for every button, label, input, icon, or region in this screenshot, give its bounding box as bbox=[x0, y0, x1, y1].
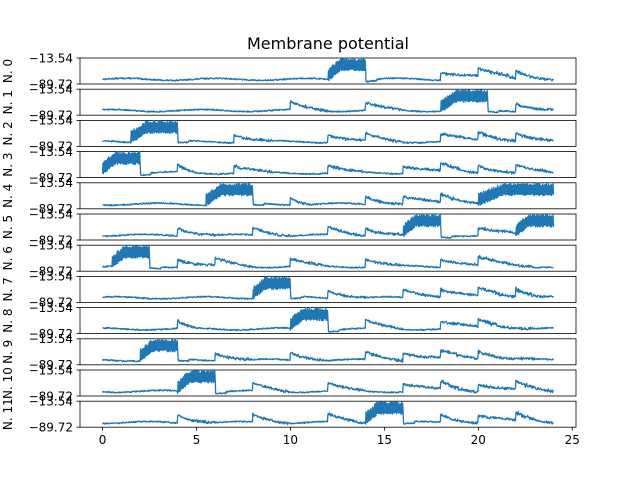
y-axis-label: N. 10 bbox=[1, 367, 15, 399]
y-tick-label: −89.72 bbox=[29, 109, 73, 123]
x-tick-label: 25 bbox=[565, 433, 580, 447]
y-axis-label: N. 4 bbox=[1, 184, 15, 208]
x-tick-label: 20 bbox=[471, 433, 486, 447]
y-axis-label: N. 9 bbox=[1, 340, 15, 364]
trace-4 bbox=[102, 182, 555, 207]
y-tick-label: −13.54 bbox=[29, 332, 73, 346]
panel-7: −13.54 −89.72 N. 7 bbox=[1, 270, 577, 310]
x-tick-label: 5 bbox=[193, 433, 201, 447]
trace-5 bbox=[102, 213, 555, 239]
panel-4: −13.54 −89.72 N. 4 bbox=[1, 176, 577, 216]
panels: −13.54−89.72N. 0−13.54−89.72N. 1−13.54−8… bbox=[1, 51, 580, 447]
y-axis-label: N. 1 bbox=[1, 90, 15, 114]
trace-9 bbox=[101, 338, 555, 363]
y-tick-label: −13.54 bbox=[29, 176, 73, 190]
trace-0 bbox=[102, 57, 554, 83]
x-tick-label: 0 bbox=[99, 433, 107, 447]
y-tick-label: −89.72 bbox=[29, 140, 73, 154]
y-tick-label: −13.54 bbox=[29, 83, 73, 97]
trace-6 bbox=[101, 244, 554, 270]
y-tick-label: −89.72 bbox=[29, 202, 73, 216]
y-tick-label: −89.72 bbox=[29, 389, 73, 403]
y-tick-label: −89.72 bbox=[29, 358, 73, 372]
y-tick-label: −89.72 bbox=[29, 233, 73, 247]
panel-5: −13.54 −89.72 N. 5 bbox=[1, 207, 577, 247]
y-axis-label: N. 3 bbox=[1, 152, 15, 176]
y-axis-label: N. 8 bbox=[1, 308, 15, 332]
y-tick-label: −13.54 bbox=[29, 145, 73, 159]
trace-1 bbox=[102, 88, 554, 114]
trace-7 bbox=[102, 276, 555, 301]
y-axis-label: N. 11 bbox=[1, 398, 15, 430]
panel-6: −13.54 −89.72 N. 6 bbox=[1, 239, 577, 279]
trace-2 bbox=[102, 120, 554, 145]
y-tick-label: −13.54 bbox=[29, 207, 73, 221]
y-tick-label: −89.72 bbox=[29, 296, 73, 310]
y-tick-label: −13.54 bbox=[29, 395, 73, 409]
x-tick-label: 15 bbox=[377, 433, 392, 447]
y-axis-label: N. 2 bbox=[1, 121, 15, 145]
y-axis-label: N. 7 bbox=[1, 277, 15, 301]
y-axis-label: N. 0 bbox=[1, 59, 15, 83]
y-tick-label: −13.54 bbox=[29, 363, 73, 377]
y-axis-label: N. 6 bbox=[1, 246, 15, 270]
y-tick-label: −89.72 bbox=[29, 421, 73, 435]
chart-title: Membrane potential bbox=[247, 34, 409, 53]
panel-8: −13.54 −89.72 N. 8 bbox=[1, 301, 577, 341]
trace-8 bbox=[102, 307, 554, 333]
panel-9: −13.54 −89.72 N. 9 bbox=[1, 332, 577, 372]
y-tick-label: −89.72 bbox=[29, 265, 73, 279]
y-tick-label: −89.72 bbox=[29, 327, 73, 341]
panel-0: −13.54 −89.72 N. 0 bbox=[1, 51, 577, 91]
y-tick-label: −13.54 bbox=[29, 270, 73, 284]
trace-3 bbox=[101, 151, 554, 177]
y-tick-label: −13.54 bbox=[29, 301, 73, 315]
y-tick-label: −89.72 bbox=[29, 77, 73, 91]
y-tick-label: −13.54 bbox=[29, 51, 73, 65]
panel-10: −13.54 −89.72 N. 10 bbox=[1, 363, 577, 403]
y-tick-label: −89.72 bbox=[29, 171, 73, 185]
panel-11: −13.54 −89.72 N. 11 bbox=[1, 395, 577, 435]
trace-10 bbox=[101, 369, 555, 395]
x-tick-label: 10 bbox=[283, 433, 298, 447]
y-tick-label: −13.54 bbox=[29, 114, 73, 128]
panel-2: −13.54 −89.72 N. 2 bbox=[1, 114, 577, 154]
trace-11 bbox=[101, 400, 554, 426]
y-axis-label: N. 5 bbox=[1, 215, 15, 239]
panel-1: −13.54 −89.72 N. 1 bbox=[1, 83, 577, 123]
y-tick-label: −13.54 bbox=[29, 239, 73, 253]
panel-3: −13.54 −89.72 N. 3 bbox=[1, 145, 577, 185]
